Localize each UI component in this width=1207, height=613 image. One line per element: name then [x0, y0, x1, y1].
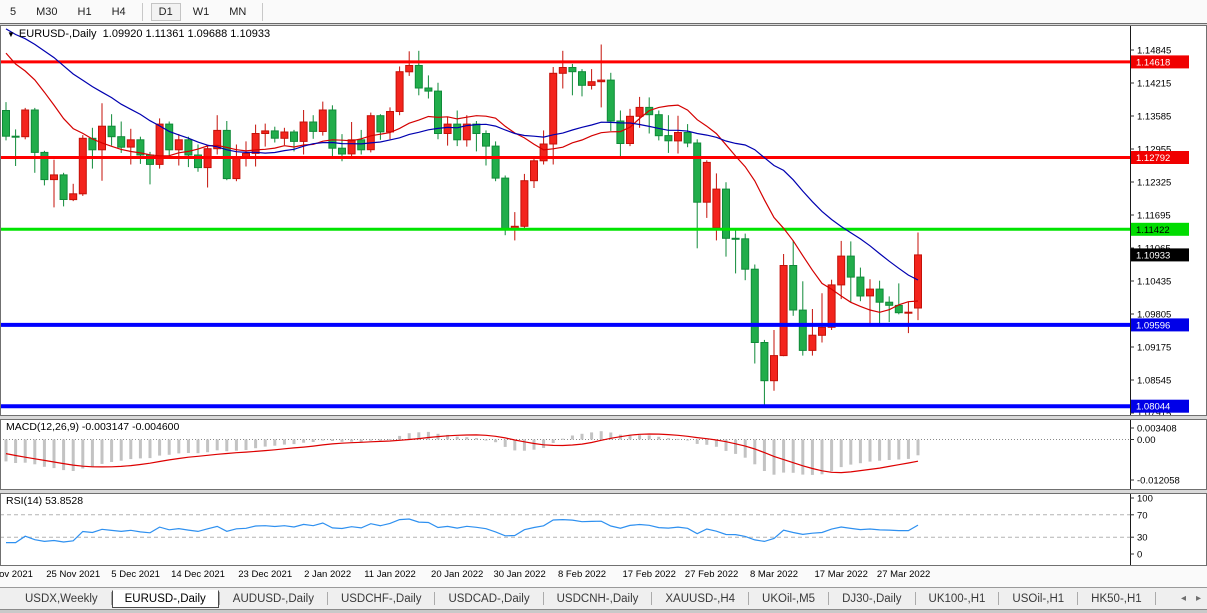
chart-title: ▼ EURUSD-,Daily 1.09920 1.11361 1.09688 1… [7, 28, 270, 40]
price-axis-label: 1.14215 [1137, 79, 1171, 90]
date-axis-label: 23 Dec 2021 [238, 569, 293, 580]
level-price-badge: 1.12792 [1131, 151, 1189, 164]
svg-text:1.08044: 1.08044 [1136, 402, 1170, 413]
date-axis-label: 20 Jan 2022 [431, 569, 484, 580]
level-price-badge: 1.09596 [1131, 318, 1189, 332]
macd-signal-line [5, 433, 919, 474]
timeframe-button-w1[interactable]: W1 [192, 5, 210, 18]
rsi-axis-label: 30 [1137, 533, 1148, 544]
tab-divider [434, 592, 436, 605]
chart-background [0, 25, 1207, 416]
rsi-axis-label: 70 [1137, 510, 1148, 521]
toolbar-separator [262, 2, 264, 21]
price-axis-label: 1.13585 [1137, 112, 1171, 123]
macd-axis-label: 0.00 [1137, 435, 1156, 446]
current-price-badge: 1.10933 [1131, 248, 1189, 262]
price-axis-label: 1.09805 [1137, 310, 1171, 321]
tab-divider [110, 592, 112, 605]
svg-text:1.09596: 1.09596 [1136, 320, 1170, 331]
tab-divider [218, 592, 220, 605]
tab-divider [542, 592, 544, 605]
tab-divider [748, 592, 750, 605]
price-axis-label: 1.14845 [1137, 46, 1171, 57]
date-axis-label: 14 Dec 2021 [171, 569, 225, 580]
date-axis-label: 8 Mar 2022 [749, 569, 799, 580]
date-axis-label: 27 Mar 2022 [876, 569, 931, 580]
level-price-badge: 1.14618 [1131, 55, 1189, 69]
svg-text:1.14618: 1.14618 [1136, 57, 1170, 68]
rsi-axis-label: 0 [1137, 550, 1142, 561]
level-price-badge: 1.08044 [1131, 399, 1189, 413]
svg-text:1.12792: 1.12792 [1136, 153, 1170, 164]
tab-divider [828, 592, 830, 605]
date-axis-label: 27 Feb 2022 [684, 569, 739, 580]
chart-shift-marker-icon: ▼ [7, 30, 15, 39]
timeframe-toolbar: 5 M30 H1 H4 D1 W1 MN [0, 0, 1207, 24]
price-axis-label: 1.10435 [1137, 277, 1171, 288]
price-axis-label: 1.11695 [1137, 211, 1171, 222]
price-axis-label: 1.12955 [1137, 145, 1171, 156]
timeframe-button-m30[interactable]: M30 [36, 5, 58, 18]
tab-divider [651, 592, 653, 605]
chart-symbol-label: EURUSD-,Daily [18, 28, 97, 40]
svg-text:1.11422: 1.11422 [1136, 225, 1170, 236]
svg-text:1.10933: 1.10933 [1136, 250, 1170, 261]
tab-usdcad-daily[interactable]: USDCAD-,Daily [448, 592, 530, 605]
window-bottom-edge [0, 609, 1207, 613]
date-axis: 16 Nov 2021 25 Nov 2021 5 Dec 2021 14 Dec 2… [0, 566, 1207, 587]
main-chart-panel[interactable]: ▼ EURUSD-,Daily 1.09920 1.11361 1.09688 1… [0, 25, 1207, 416]
tab-hk50-h1[interactable]: HK50-,H1 [1091, 592, 1142, 605]
timeframe-button-5[interactable]: 5 [10, 5, 17, 18]
date-axis-label: 2 Jan 2022 [304, 569, 352, 580]
ma-slow-line [5, 28, 919, 281]
tab-usdcnh-daily[interactable]: USDCNH-,Daily [556, 592, 639, 605]
rsi-indicator-panel[interactable]: RSI(14) 53.8528 100 70 30 0 [0, 493, 1207, 566]
rsi-axis-label: 100 [1137, 494, 1153, 505]
tab-divider [1077, 592, 1079, 605]
tab-dj30-daily[interactable]: DJ30-,Daily [842, 592, 902, 605]
macd-indicator-panel[interactable]: MACD(12,26,9) -0.003147 -0.004600 0.0034… [0, 419, 1207, 490]
ma-fast-line [5, 52, 919, 313]
tab-ukoil-m5[interactable]: UKOil-,M5 [762, 592, 816, 605]
price-axis-label: 1.09175 [1137, 343, 1171, 354]
tab-uk100-h1[interactable]: UK100-,H1 [928, 592, 986, 605]
date-axis-label: 25 Nov 2021 [46, 569, 101, 580]
macd-axis-label: 0.003408 [1137, 424, 1177, 435]
candlestick-series [2, 44, 922, 406]
tab-usdx-weekly[interactable]: USDX,Weekly [25, 592, 98, 605]
tab-xauusd-h4[interactable]: XAUUSD-,H4 [665, 592, 736, 605]
date-axis-label: 16 Nov 2021 [0, 569, 33, 580]
date-axis-label: 8 Feb 2022 [557, 569, 607, 580]
level-price-badge: 1.11422 [1131, 222, 1189, 236]
price-axis-label: 1.12325 [1137, 178, 1171, 189]
tab-scroll-left-icon[interactable]: ◂ [1180, 593, 1186, 604]
chart-tab-bar: USDX,Weekly EURUSD-,Daily AUDUSD-,Daily USD… [0, 587, 1207, 609]
tab-eurusd-daily[interactable]: EURUSD-,Daily [111, 589, 219, 608]
tab-audusd-daily[interactable]: AUDUSD-,Daily [232, 592, 314, 605]
tab-scroll-right-icon[interactable]: ▸ [1195, 593, 1201, 604]
chart-ohlc-values: 1.09920 1.11361 1.09688 1.10933 [102, 28, 271, 40]
tab-divider [914, 592, 916, 605]
tab-divider [326, 592, 328, 605]
date-axis-label: 17 Mar 2022 [814, 569, 868, 580]
date-axis-label: 11 Jan 2022 [364, 569, 416, 580]
timeframe-button-d1[interactable]: D1 [150, 2, 181, 21]
tab-usoil-h1[interactable]: USOil-,H1 [1012, 592, 1065, 605]
tab-usdchf-daily[interactable]: USDCHF-,Daily [340, 592, 422, 605]
rsi-label: RSI(14) 53.8528 [6, 495, 84, 507]
toolbar-separator [141, 2, 143, 21]
date-axis-label: 17 Feb 2022 [622, 569, 676, 580]
timeframe-button-h4[interactable]: H4 [111, 5, 126, 18]
rsi-line [6, 518, 919, 544]
date-axis-label: 30 Jan 2022 [493, 569, 546, 580]
timeframe-button-h1[interactable]: H1 [77, 5, 92, 18]
macd-label: MACD(12,26,9) -0.003147 -0.004600 [6, 421, 180, 433]
macd-axis-label: -0.012058 [1137, 476, 1180, 487]
tab-divider [1154, 592, 1156, 605]
timeframe-button-mn[interactable]: MN [229, 5, 247, 18]
price-axis-label: 1.08545 [1137, 376, 1171, 387]
tab-divider [998, 592, 1000, 605]
date-axis-label: 5 Dec 2021 [111, 569, 160, 580]
